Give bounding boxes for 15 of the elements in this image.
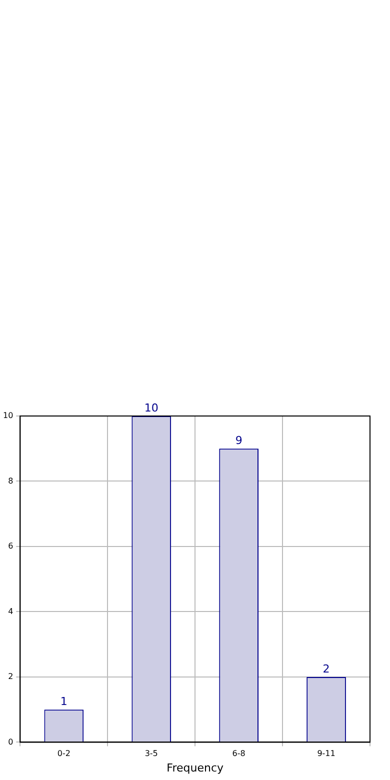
x-tick-label: 3-5 (144, 749, 158, 758)
x-tick-label: 0-2 (57, 749, 70, 758)
y-tick-label: 2 (8, 672, 14, 682)
y-tick-label: 4 (8, 606, 14, 616)
data-label: 1 (60, 694, 68, 708)
y-tick-label: 8 (8, 476, 14, 486)
data-label: 2 (322, 662, 330, 676)
x-axis-title: Frequency (166, 761, 224, 774)
data-label: 9 (235, 434, 242, 447)
data-label: 10 (144, 401, 158, 414)
y-tick-label: 0 (8, 737, 14, 746)
y-tick-label: 6 (8, 542, 14, 551)
y-tick-label: 10 (2, 411, 14, 420)
x-tick-label: 9-11 (317, 749, 336, 758)
x-tick-label: 6-8 (232, 749, 246, 758)
